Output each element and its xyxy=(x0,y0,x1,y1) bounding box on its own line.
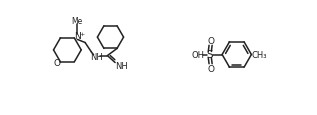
Text: O: O xyxy=(207,37,214,46)
Text: O: O xyxy=(207,64,214,73)
Text: +: + xyxy=(79,32,85,36)
Text: S: S xyxy=(206,50,213,60)
Text: CH₃: CH₃ xyxy=(251,51,267,59)
Text: O: O xyxy=(53,59,60,68)
Text: NH: NH xyxy=(90,52,103,61)
Text: N: N xyxy=(74,32,81,41)
Text: Me: Me xyxy=(71,17,82,25)
Text: NH: NH xyxy=(115,62,128,70)
Text: OH: OH xyxy=(192,51,205,59)
